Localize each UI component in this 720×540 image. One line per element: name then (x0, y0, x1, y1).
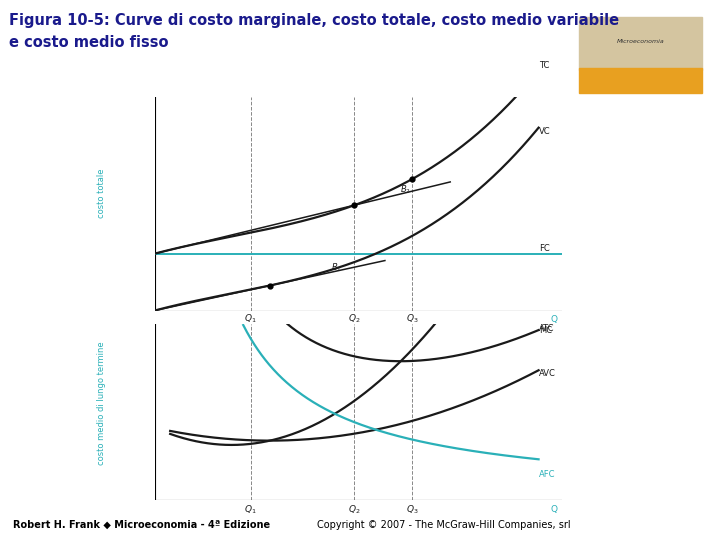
Text: $B_1$: $B_1$ (331, 262, 342, 274)
Text: FC: FC (539, 244, 550, 253)
Text: Copyright © 2007 - The McGraw-Hill Companies, srl: Copyright © 2007 - The McGraw-Hill Compa… (317, 520, 570, 530)
Text: $Q_2$: $Q_2$ (348, 503, 361, 516)
Text: VC: VC (539, 127, 551, 136)
Text: $Q_2$: $Q_2$ (348, 313, 361, 325)
Text: $Q_3$: $Q_3$ (405, 503, 418, 516)
Text: Q: Q (550, 505, 557, 514)
Text: costo medio di lungo termine: costo medio di lungo termine (97, 341, 107, 465)
Text: MC: MC (539, 326, 552, 335)
Text: Q: Q (550, 315, 557, 323)
Text: costo totale: costo totale (97, 168, 107, 218)
Text: AFC: AFC (539, 470, 556, 480)
Text: e costo medio fisso: e costo medio fisso (9, 35, 168, 50)
Text: $B_2$: $B_2$ (400, 184, 411, 197)
Text: $Q_1$: $Q_1$ (245, 313, 257, 325)
Bar (579, 68, 703, 93)
Text: $Q_3$: $Q_3$ (405, 313, 418, 325)
Text: AVC: AVC (539, 369, 557, 378)
Text: ATC: ATC (539, 325, 555, 333)
Text: Microeconomia: Microeconomia (617, 39, 665, 44)
Bar (579, 17, 703, 71)
Text: Figura 10-5: Curve di costo marginale, costo totale, costo medio variabile: Figura 10-5: Curve di costo marginale, c… (9, 14, 618, 29)
Text: Robert H. Frank ◆ Microeconomia - 4ª Edizione: Robert H. Frank ◆ Microeconomia - 4ª Edi… (13, 520, 270, 530)
Text: $Q_1$: $Q_1$ (245, 503, 257, 516)
Text: Mc
Graw
Hill: Mc Graw Hill (654, 514, 674, 533)
Text: TC: TC (539, 61, 549, 70)
